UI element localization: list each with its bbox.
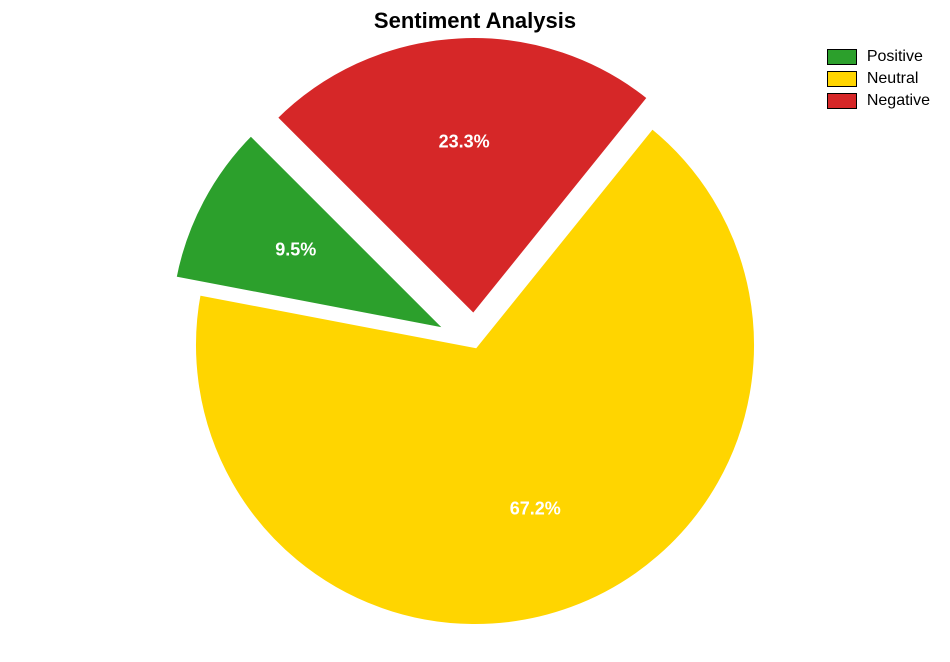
slice-label-positive: 9.5%	[275, 240, 316, 261]
legend-item: Negative	[827, 92, 930, 110]
legend-swatch	[827, 93, 857, 109]
legend-swatch	[827, 71, 857, 87]
pie-chart	[0, 0, 950, 662]
slice-label-negative: 23.3%	[439, 132, 490, 153]
legend-label: Negative	[867, 92, 930, 110]
legend-label: Neutral	[867, 70, 919, 88]
chart-container: Sentiment Analysis Positive Neutral Nega…	[0, 0, 950, 662]
legend-swatch	[827, 49, 857, 65]
legend-label: Positive	[867, 48, 923, 66]
legend-item: Neutral	[827, 70, 930, 88]
slice-label-neutral: 67.2%	[510, 499, 561, 520]
legend-item: Positive	[827, 48, 930, 66]
legend: Positive Neutral Negative	[827, 48, 930, 114]
